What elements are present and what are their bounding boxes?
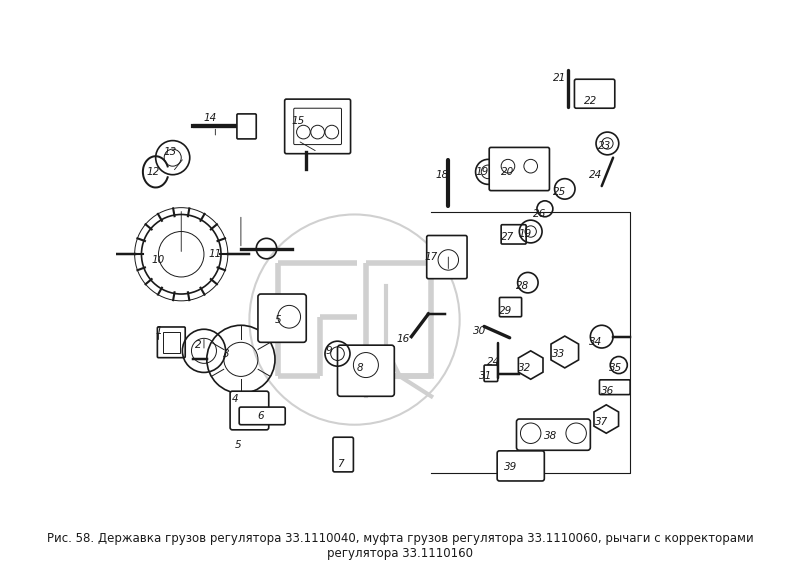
Text: 1: 1 [155, 326, 162, 336]
Text: 22: 22 [584, 96, 597, 106]
FancyBboxPatch shape [517, 419, 590, 451]
Text: 2: 2 [195, 340, 202, 350]
Text: 19: 19 [476, 167, 489, 177]
Text: 14: 14 [203, 113, 216, 123]
Text: 27: 27 [502, 232, 514, 242]
Text: 17: 17 [425, 252, 438, 262]
Text: 8: 8 [357, 363, 363, 373]
Text: 9: 9 [326, 346, 332, 356]
FancyBboxPatch shape [501, 225, 526, 244]
Text: 29: 29 [498, 306, 512, 316]
Text: 20: 20 [502, 167, 514, 177]
Text: 31: 31 [478, 371, 492, 381]
Text: 10: 10 [152, 255, 165, 265]
Text: 24: 24 [590, 170, 602, 180]
Text: 37: 37 [595, 417, 608, 427]
FancyBboxPatch shape [574, 79, 614, 108]
Text: 19: 19 [518, 230, 532, 239]
FancyBboxPatch shape [490, 147, 550, 191]
Text: 33: 33 [553, 349, 566, 359]
Text: 30: 30 [473, 326, 486, 336]
Text: 25: 25 [553, 187, 566, 197]
Text: 26: 26 [533, 210, 546, 219]
Text: 5: 5 [274, 315, 281, 324]
FancyBboxPatch shape [237, 114, 256, 139]
FancyBboxPatch shape [599, 380, 630, 395]
Text: 15: 15 [291, 116, 304, 126]
FancyBboxPatch shape [158, 327, 186, 357]
FancyBboxPatch shape [426, 235, 467, 279]
Text: регулятора 33.1110160: регулятора 33.1110160 [327, 547, 473, 560]
FancyBboxPatch shape [230, 391, 269, 430]
FancyBboxPatch shape [239, 407, 286, 425]
Text: 3: 3 [223, 349, 230, 359]
FancyBboxPatch shape [338, 345, 394, 396]
Text: 39: 39 [504, 463, 518, 472]
FancyBboxPatch shape [333, 437, 354, 472]
Text: 5: 5 [234, 440, 242, 449]
Text: 16: 16 [396, 335, 410, 344]
FancyBboxPatch shape [294, 108, 342, 144]
FancyBboxPatch shape [497, 451, 544, 481]
Text: 11: 11 [209, 250, 222, 259]
Text: 6: 6 [258, 411, 264, 421]
Text: 13: 13 [163, 147, 177, 157]
Text: 23: 23 [598, 141, 611, 151]
Text: 18: 18 [436, 170, 450, 180]
Text: 28: 28 [515, 280, 529, 291]
FancyBboxPatch shape [484, 365, 498, 381]
Text: 7: 7 [337, 460, 344, 469]
Text: 4: 4 [232, 394, 238, 404]
Text: 35: 35 [610, 363, 622, 373]
Text: 12: 12 [146, 167, 159, 177]
FancyBboxPatch shape [258, 294, 306, 343]
Bar [163, 332, 180, 352]
Text: 36: 36 [601, 385, 614, 396]
Text: 32: 32 [518, 363, 532, 373]
Text: 21: 21 [553, 73, 566, 83]
FancyBboxPatch shape [499, 297, 522, 317]
Text: 24: 24 [487, 357, 500, 367]
Text: 34: 34 [590, 337, 602, 347]
FancyBboxPatch shape [285, 99, 350, 154]
Text: 38: 38 [544, 431, 558, 441]
Text: Рис. 58. Державка грузов регулятора 33.1110040, муфта грузов регулятора 33.11100: Рис. 58. Державка грузов регулятора 33.1… [46, 532, 754, 545]
